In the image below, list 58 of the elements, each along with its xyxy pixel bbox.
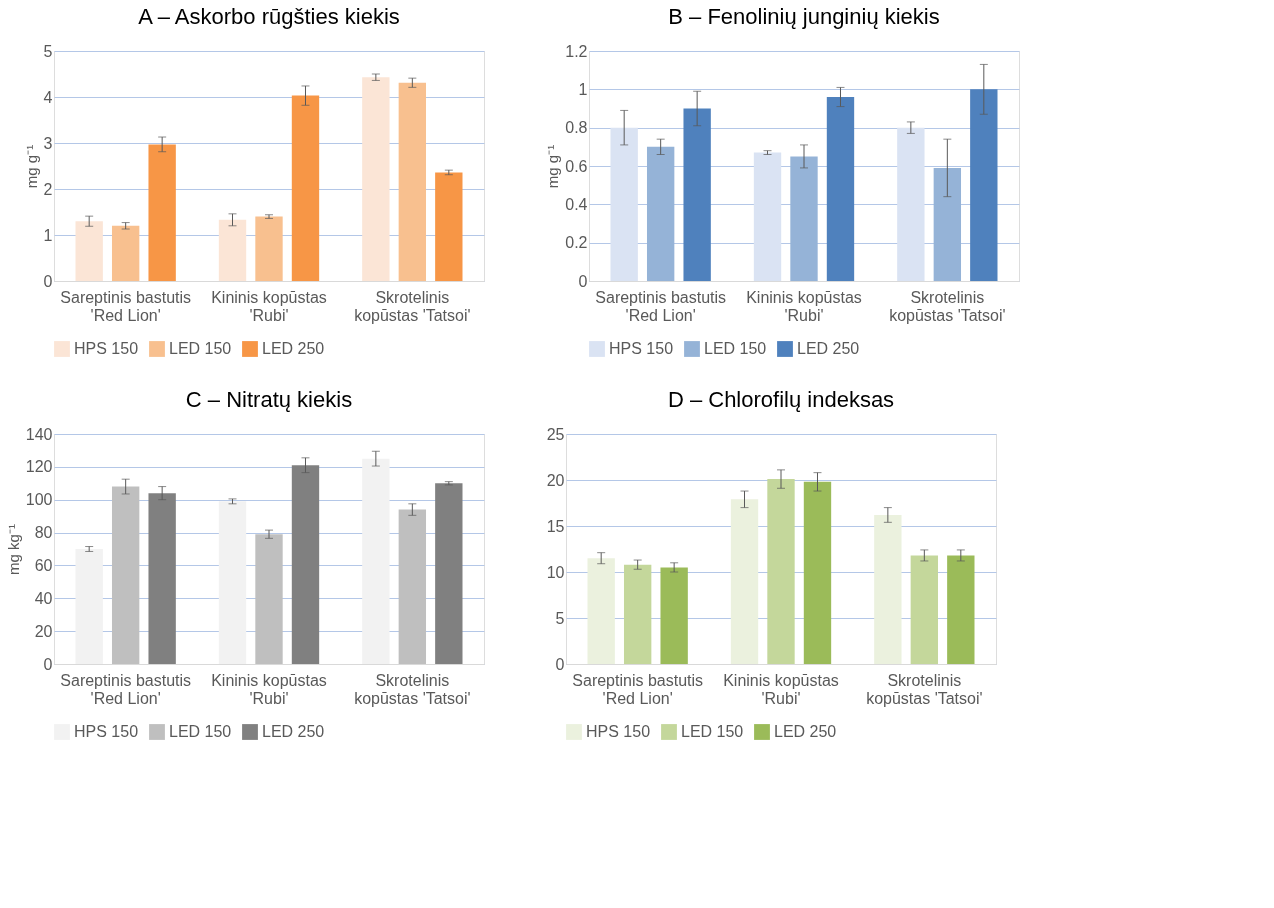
x-tick-label: Skrotelinis kopūstas 'Tatsoi' [866,671,983,707]
chart-title: A – Askorbo rūgšties kiekis [138,4,400,29]
x-tick-label: Sareptinis bastutis 'Red Lion' [60,671,192,707]
y-tick-label: 0.4 [565,195,588,213]
y-tick-label: 0 [43,272,53,290]
y-tick-label: 80 [34,524,53,542]
y-tick-label: 15 [546,517,565,535]
x-tick-label: Kininis kopūstas 'Rubi' [211,671,327,707]
legend-label: LED 250 [774,723,837,740]
y-tick-label: 100 [25,491,53,509]
legend-label: LED 250 [262,340,325,357]
legend-label: LED 250 [797,340,860,357]
y-tick-label: 0.6 [565,157,588,175]
y-tick-label: 0.2 [565,234,588,252]
legend-label: HPS 150 [609,340,674,357]
y-tick-label: 60 [34,556,53,574]
y-axis-title: mg g⁻¹ [544,144,562,189]
y-tick-label: 0 [578,272,588,290]
y-tick-label: 1 [43,226,53,244]
legend-label: LED 250 [262,723,325,740]
y-tick-label: 4 [43,88,53,106]
y-tick-label: 0 [555,655,565,673]
y-tick-label: 40 [34,589,53,607]
y-tick-label: 5 [43,42,53,60]
y-tick-label: 2 [43,180,53,198]
y-tick-label: 10 [546,563,565,581]
y-tick-label: 1.2 [565,42,588,60]
x-tick-label: Kininis kopūstas 'Rubi' [723,671,839,707]
y-tick-label: 5 [555,609,565,627]
x-tick-label: Skrotelinis kopūstas 'Tatsoi' [354,671,471,707]
x-tick-label: Kininis kopūstas 'Rubi' [211,288,327,324]
chart-title: B – Fenolinių junginių kiekis [668,4,940,29]
legend-label: HPS 150 [74,340,139,357]
y-tick-label: 3 [43,134,53,152]
y-tick-label: 1 [578,80,588,98]
y-axis-title: mg kg⁻¹ [4,524,22,575]
x-tick-label: Sareptinis bastutis 'Red Lion' [60,288,192,324]
legend-label: LED 150 [169,723,232,740]
legend-label: HPS 150 [74,723,139,740]
y-tick-label: 20 [546,471,565,489]
y-tick-label: 140 [25,425,53,443]
chart-title: D – Chlorofilų indeksas [667,387,895,412]
y-tick-label: 120 [25,458,53,476]
x-tick-label: Sareptinis bastutis 'Red Lion' [572,671,704,707]
legend-label: LED 150 [681,723,744,740]
y-tick-label: 0 [43,655,53,673]
legend-label: LED 150 [704,340,767,357]
legend-label: HPS 150 [586,723,651,740]
y-tick-label: 0.8 [565,119,588,137]
x-tick-label: Skrotelinis kopūstas 'Tatsoi' [354,288,471,324]
y-tick-label: 20 [34,622,53,640]
chart-title: C – Nitratų kiekis [185,387,353,412]
y-tick-label: 25 [546,425,565,443]
y-axis-title: mg g⁻¹ [22,144,40,189]
x-tick-label: Skrotelinis kopūstas 'Tatsoi' [889,288,1006,324]
x-tick-label: Kininis kopūstas 'Rubi' [746,288,862,324]
legend-label: LED 150 [169,340,232,357]
x-tick-label: Sareptinis bastutis 'Red Lion' [595,288,727,324]
